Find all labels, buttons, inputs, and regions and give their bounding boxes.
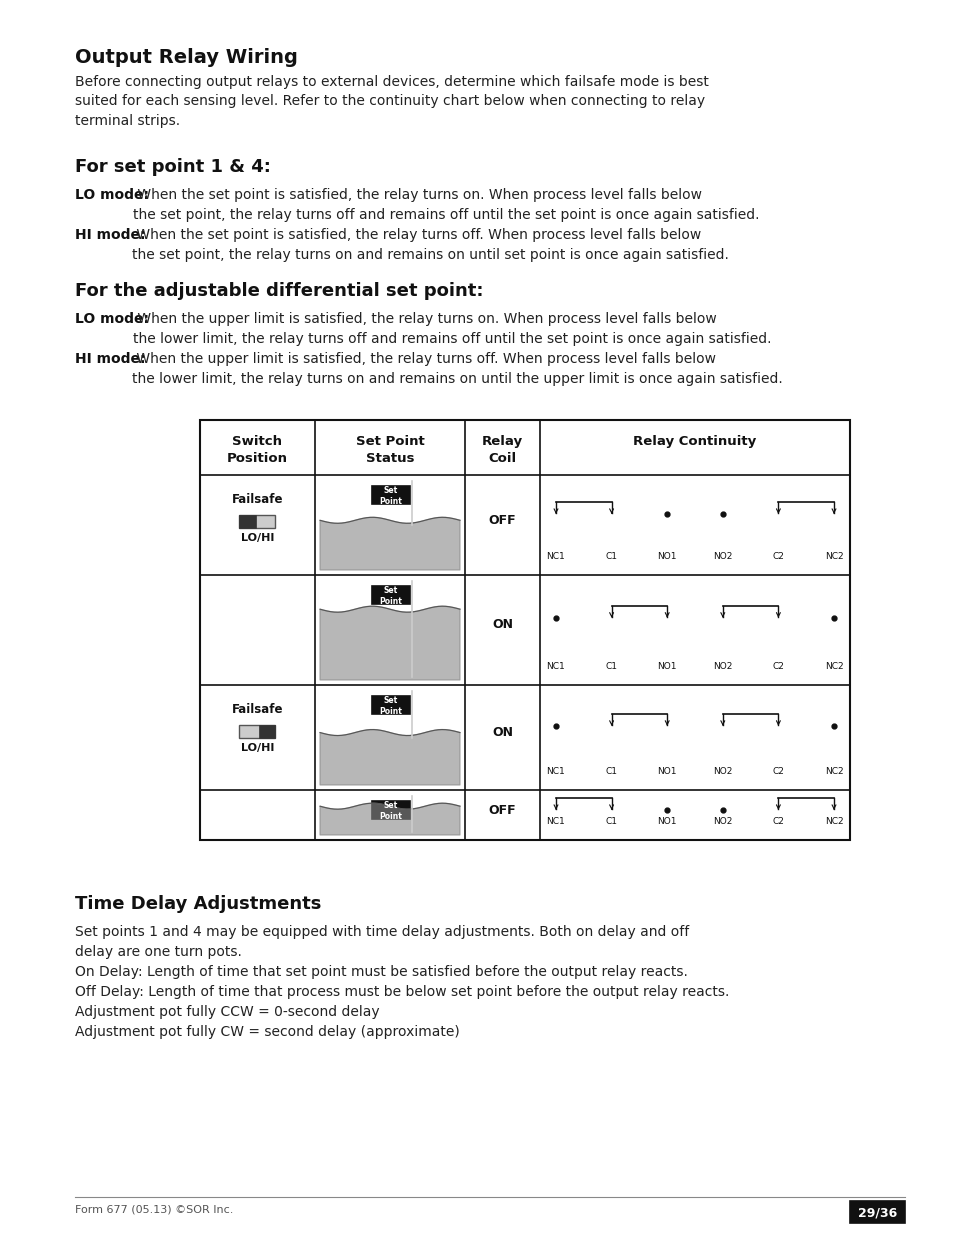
Text: NC2: NC2 (823, 767, 842, 776)
Text: Set
Point: Set Point (378, 487, 401, 505)
Text: C1: C1 (605, 767, 617, 776)
Text: NC1: NC1 (546, 662, 565, 671)
Text: C2: C2 (772, 818, 783, 826)
Text: LO mode:: LO mode: (75, 188, 149, 203)
Text: Switch
Position: Switch Position (227, 435, 288, 466)
Bar (200, 420, 849, 840)
Text: NC1: NC1 (546, 767, 565, 776)
Bar (259, 725, 275, 739)
Text: C2: C2 (772, 767, 783, 776)
Text: Set
Point: Set Point (378, 802, 401, 821)
Text: OFF: OFF (488, 804, 516, 816)
Text: OFF: OFF (488, 514, 516, 526)
Text: C2: C2 (772, 662, 783, 671)
Bar (372, 487, 409, 504)
Bar (239, 515, 255, 529)
Text: When the set point is satisfied, the relay turns on. When process level falls be: When the set point is satisfied, the rel… (132, 188, 759, 221)
Text: NO1: NO1 (657, 818, 677, 826)
Text: Set Point
Status: Set Point Status (355, 435, 424, 466)
Polygon shape (319, 730, 459, 785)
Polygon shape (319, 803, 459, 835)
Text: Relay
Coil: Relay Coil (481, 435, 522, 466)
Text: C2: C2 (772, 552, 783, 561)
Text: NO1: NO1 (657, 662, 677, 671)
Bar (372, 585, 409, 604)
Text: ON: ON (492, 726, 513, 739)
Bar (849, 1200, 904, 1223)
Text: C1: C1 (605, 552, 617, 561)
Text: LO/HI: LO/HI (240, 534, 274, 543)
Text: NO1: NO1 (657, 552, 677, 561)
Text: NC1: NC1 (546, 818, 565, 826)
Text: HI mode:: HI mode: (75, 228, 146, 242)
Text: ON: ON (492, 619, 513, 631)
Text: NO1: NO1 (657, 767, 677, 776)
Text: Failsafe: Failsafe (232, 493, 283, 506)
Text: HI mode:: HI mode: (75, 352, 146, 366)
Polygon shape (319, 517, 459, 571)
Text: NO2: NO2 (712, 662, 732, 671)
Bar (239, 515, 275, 529)
Text: For set point 1 & 4:: For set point 1 & 4: (75, 158, 271, 177)
Bar (239, 725, 275, 739)
Text: When the set point is satisfied, the relay turns off. When process level falls b: When the set point is satisfied, the rel… (132, 228, 728, 262)
Text: Form 677 (05.13) ©SOR Inc.: Form 677 (05.13) ©SOR Inc. (75, 1205, 233, 1215)
Text: Set
Point: Set Point (378, 697, 401, 716)
Text: C1: C1 (605, 662, 617, 671)
Text: NC1: NC1 (546, 552, 565, 561)
Bar (372, 697, 409, 714)
Text: Set
Point: Set Point (378, 587, 401, 605)
Text: NC2: NC2 (823, 552, 842, 561)
Text: Set points 1 and 4 may be equipped with time delay adjustments. Both on delay an: Set points 1 and 4 may be equipped with … (75, 925, 729, 1039)
Text: NC2: NC2 (823, 662, 842, 671)
Polygon shape (319, 606, 459, 680)
Text: When the upper limit is satisfied, the relay turns off. When process level falls: When the upper limit is satisfied, the r… (132, 352, 781, 385)
Text: When the upper limit is satisfied, the relay turns on. When process level falls : When the upper limit is satisfied, the r… (132, 312, 771, 346)
Text: NO2: NO2 (712, 767, 732, 776)
Text: NO2: NO2 (712, 818, 732, 826)
Text: NC2: NC2 (823, 818, 842, 826)
Text: Output Relay Wiring: Output Relay Wiring (75, 48, 297, 67)
Text: LO mode:: LO mode: (75, 312, 149, 326)
Text: Relay Continuity: Relay Continuity (633, 435, 756, 448)
Text: 29/36: 29/36 (857, 1207, 896, 1219)
Bar (372, 802, 409, 819)
Text: Before connecting output relays to external devices, determine which failsafe mo: Before connecting output relays to exter… (75, 75, 708, 128)
Text: For the adjustable differential set point:: For the adjustable differential set poin… (75, 282, 483, 300)
Text: Failsafe: Failsafe (232, 703, 283, 716)
Text: C1: C1 (605, 818, 617, 826)
Text: LO/HI: LO/HI (240, 743, 274, 753)
Text: NO2: NO2 (712, 552, 732, 561)
Text: Time Delay Adjustments: Time Delay Adjustments (75, 895, 321, 913)
